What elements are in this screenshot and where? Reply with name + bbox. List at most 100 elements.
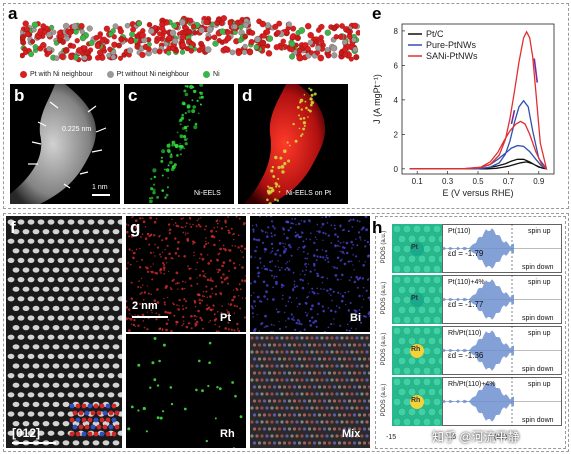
eds-dot	[231, 245, 233, 247]
eds-dot	[178, 305, 180, 307]
wire-atom	[157, 31, 163, 37]
eds-dot	[333, 318, 335, 320]
wire-atom	[117, 55, 123, 61]
eds-dot	[352, 264, 354, 266]
eds-dot	[184, 225, 187, 228]
eds-dot	[321, 222, 325, 226]
ni-eels-dots	[149, 84, 204, 204]
wire-atom	[264, 29, 271, 35]
lattice-atom	[72, 440, 80, 446]
wire-atom	[76, 47, 83, 54]
eds-dot	[159, 253, 161, 256]
mix-dot	[255, 350, 259, 354]
eds-dot	[218, 387, 222, 391]
ni-dot	[186, 137, 189, 140]
model-atom	[105, 417, 111, 423]
wire-atom	[319, 38, 325, 45]
eds-dot	[182, 226, 184, 229]
eds-dot	[201, 299, 204, 302]
ni-on-pt-dot	[309, 88, 313, 92]
mix-dot	[352, 427, 357, 431]
eds-dot	[306, 296, 309, 299]
eds-dot	[133, 319, 136, 322]
eds-dot	[239, 288, 242, 291]
eds-dot	[195, 388, 198, 392]
mix-dot	[252, 441, 257, 445]
haadf-wire	[10, 84, 107, 204]
eds-dot	[324, 250, 328, 253]
mix-dot	[275, 364, 279, 368]
mix-dot	[250, 392, 254, 396]
ni-on-pt-dot	[267, 191, 271, 195]
eds-dot	[146, 270, 150, 273]
eds-dot	[270, 242, 274, 246]
slab-atom	[437, 285, 442, 295]
ni-dot	[167, 164, 170, 167]
wire-atom	[261, 32, 267, 39]
lattice-atom	[12, 421, 20, 427]
mix-dot	[290, 406, 294, 410]
lattice-atom	[92, 267, 100, 273]
wire-atom	[190, 23, 197, 30]
eds-dot	[184, 234, 187, 236]
mix-dot	[352, 371, 357, 375]
mix-dot	[267, 357, 272, 361]
eds-dot	[285, 220, 288, 224]
lattice-atom	[97, 353, 105, 359]
mix-dot	[340, 434, 344, 438]
eels-map-d: d Ni-EELS on Pt	[238, 84, 348, 204]
slab-atom	[432, 295, 442, 305]
mix-dot	[357, 371, 362, 375]
eds-dot	[221, 305, 223, 307]
slab-atom	[392, 315, 402, 324]
mix-dot	[317, 427, 322, 431]
pdos-spin-up	[442, 279, 514, 300]
lattice-atom	[67, 296, 75, 302]
eds-dot	[265, 290, 268, 294]
lattice-atom	[52, 344, 60, 350]
mix-dot	[295, 364, 299, 368]
eds-dot	[241, 251, 243, 253]
lattice-atom	[87, 238, 95, 244]
slab-atom	[422, 397, 432, 407]
eds-dot	[349, 302, 352, 304]
eds-dot	[190, 327, 193, 330]
lattice-atom	[22, 229, 30, 235]
ni-on-pt-dot	[270, 187, 274, 190]
eds-dot	[234, 394, 237, 398]
eds-dot	[153, 337, 157, 340]
eds-dot	[271, 260, 273, 262]
eds-dot	[357, 231, 361, 234]
eds-dot	[336, 278, 339, 281]
eds-dot	[198, 359, 201, 363]
mix-dot	[347, 441, 352, 445]
wire-atom	[288, 40, 296, 48]
spin-down-label: spin down	[522, 417, 554, 424]
mix-dot	[305, 434, 309, 438]
eds-dot	[134, 226, 137, 229]
eds-dot	[198, 274, 202, 277]
eds-dot	[290, 222, 293, 225]
eds-dot	[336, 235, 340, 238]
eds-dot	[336, 256, 340, 260]
eds-dot	[187, 232, 189, 235]
mix-dot	[357, 441, 362, 445]
eds-dot	[159, 267, 163, 271]
mix-dot	[250, 350, 254, 354]
wire-atom	[289, 53, 295, 60]
mix-dot	[287, 343, 292, 347]
eds-dot	[264, 231, 267, 234]
panel-label-h: h	[372, 218, 383, 237]
eds-dot	[149, 216, 152, 220]
mix-dot	[365, 406, 369, 410]
wire-atom	[117, 28, 124, 35]
eds-dot	[184, 281, 186, 283]
eds-dot	[208, 341, 212, 345]
eds-dot	[256, 246, 258, 248]
eds-dot	[156, 301, 160, 304]
eds-dot	[196, 282, 199, 285]
slab-model: Rh	[392, 326, 442, 375]
eds-dot	[237, 329, 239, 331]
eds-dot	[261, 230, 264, 233]
eds-dot	[231, 298, 235, 302]
